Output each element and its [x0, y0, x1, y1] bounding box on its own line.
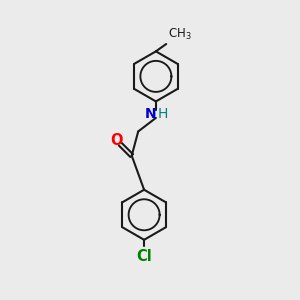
- Text: O: O: [110, 133, 123, 148]
- Text: CH$_3$: CH$_3$: [168, 26, 191, 42]
- Text: N: N: [145, 107, 156, 121]
- Text: Cl: Cl: [136, 249, 152, 264]
- Text: H: H: [157, 107, 168, 121]
